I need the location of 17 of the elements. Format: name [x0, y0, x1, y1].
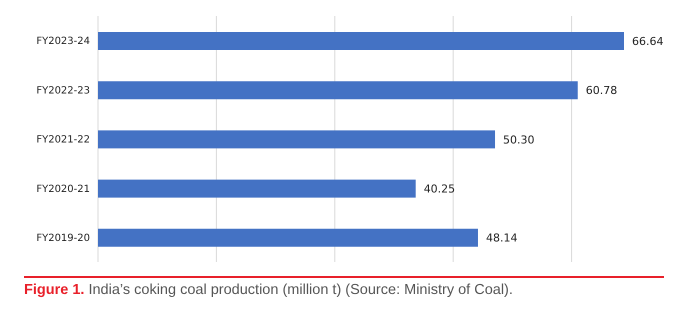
- y-tick-label: FY2023-24: [36, 36, 90, 48]
- data-label: 66.64: [632, 34, 664, 48]
- data-label: 50.30: [503, 133, 535, 146]
- text: India’s coking coal production (million t) (Source: Ministry of Coal).: [88, 282, 513, 298]
- y-tick-label: FY2022-23: [36, 85, 90, 96]
- data-label: 60.78: [586, 84, 618, 98]
- y-tick-label: FY2020-21: [36, 184, 90, 195]
- data-label: 48.14: [486, 232, 518, 245]
- bar: [98, 180, 416, 198]
- bar: [98, 32, 624, 50]
- bar: [98, 130, 496, 148]
- data-label: 40.25: [424, 182, 456, 196]
- bar: [98, 228, 478, 247]
- y-tick-label: FY2021-22: [36, 134, 90, 146]
- caption: Figure 1.: [24, 282, 84, 298]
- y-tick-label: FY2019-20: [36, 232, 90, 244]
- bar: [98, 81, 578, 100]
